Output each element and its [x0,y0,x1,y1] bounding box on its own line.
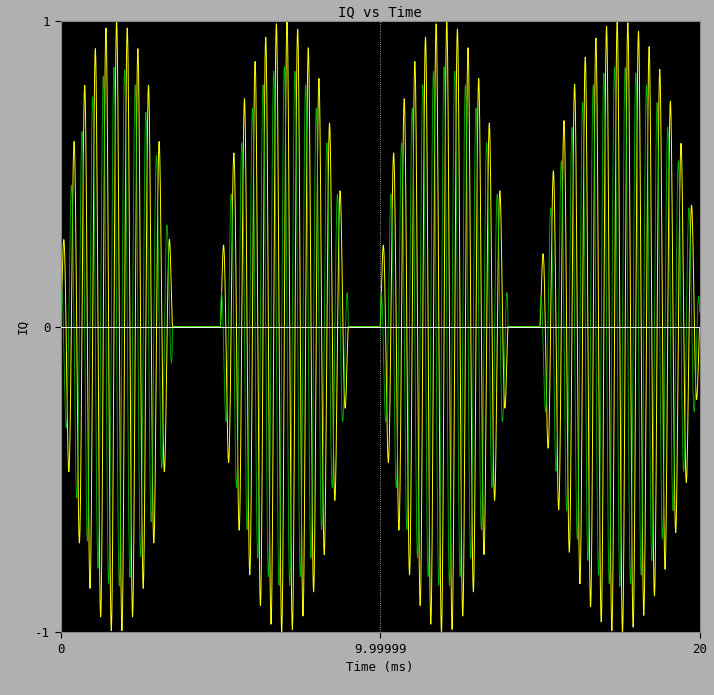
Title: IQ vs Time: IQ vs Time [338,6,422,19]
Y-axis label: IQ: IQ [16,319,30,334]
X-axis label: Time (ms): Time (ms) [346,662,414,674]
